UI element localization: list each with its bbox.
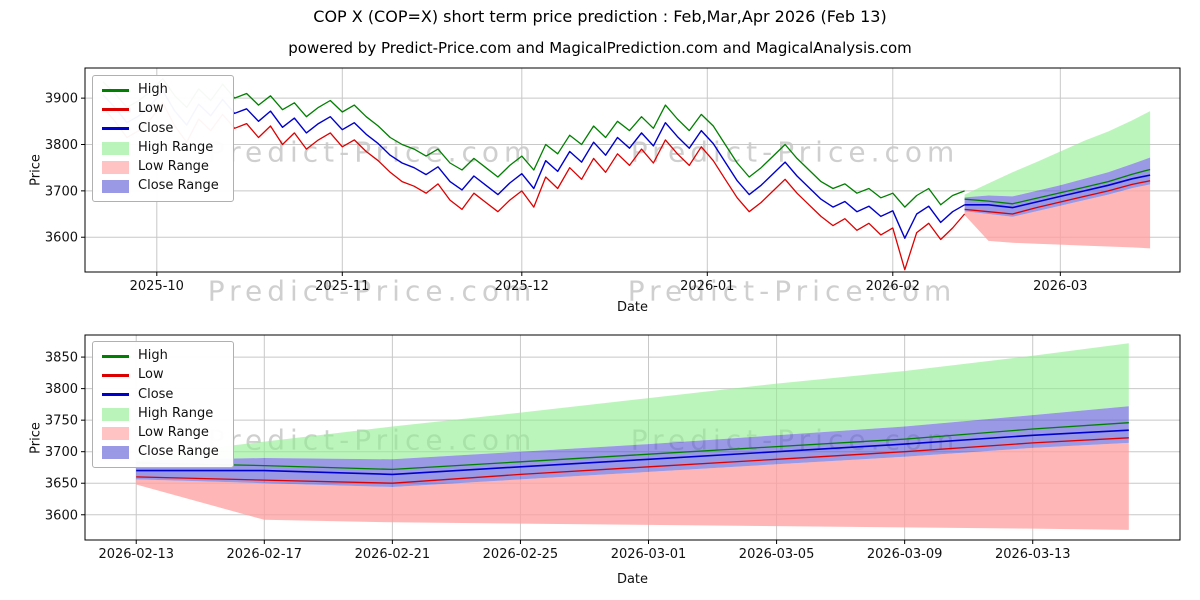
low-forecast-line [136, 437, 1129, 484]
legend: High Low Close High Range Low Range Close Ran… [92, 341, 234, 468]
x-tick-label: 2026-02-13 [98, 547, 174, 562]
x-tick-label: 2025-12 [495, 279, 549, 294]
watermark: Predict-Price.com [207, 135, 537, 169]
y-tick-label: 3800 [45, 138, 78, 153]
high-range-swatch [102, 141, 129, 155]
legend-label-high-range: High Range [138, 139, 214, 155]
legend: High Low Close High Range Low Range Close Ran… [92, 75, 234, 202]
close-history-line [102, 90, 965, 239]
low-range-band [136, 442, 1129, 530]
price-history-plot: 2025-10 2025-11 2025-12 2026-01 2026-02 2026-… [45, 67, 1181, 294]
close-range-swatch [102, 446, 129, 460]
high-range-band [136, 343, 1129, 461]
y-tick-label: 3700 [45, 445, 78, 460]
x-tick-label: 2026-03-05 [739, 547, 815, 562]
x-tick-label: 2026-01 [680, 279, 734, 294]
legend-label-low-range: Low Range [138, 159, 209, 175]
low-swatch [102, 107, 129, 111]
close-range-band [136, 406, 1129, 487]
plot-border [84, 334, 1181, 541]
y-axis-label: Price [28, 422, 44, 454]
x-tick-label: 2025-11 [315, 279, 369, 294]
figure-title: COP X (COP=X) short term price predictio… [313, 7, 887, 26]
low-swatch [102, 373, 129, 377]
legend-item-low-range: Low Range [102, 159, 219, 175]
legend-label-low: Low [138, 367, 164, 383]
legend-label-close: Close [138, 120, 174, 136]
price-history-chart: Predict-Price.com Predict-Price.com Pred… [0, 62, 1200, 328]
low-forecast-line [964, 180, 1151, 215]
close-range-band [964, 157, 1151, 217]
legend-label-low-range: Low Range [138, 425, 209, 441]
watermark: Predict-Price.com [207, 274, 537, 308]
x-tick-label: 2025-10 [130, 279, 184, 294]
x-tick-label: 2026-03-01 [611, 547, 687, 562]
x-tick-label: 2026-03-13 [995, 547, 1071, 562]
y-tick-label: 3600 [45, 508, 78, 523]
y-axis-label: Price [28, 154, 44, 186]
low-range-swatch [102, 426, 129, 440]
low-range-band [964, 184, 1151, 249]
watermark: Predict-Price.com [627, 274, 957, 308]
high-swatch [102, 354, 129, 358]
legend-item-high: High [102, 348, 219, 363]
x-tick-label: 2026-02 [866, 279, 920, 294]
close-range-swatch [102, 180, 129, 194]
high-range-swatch [102, 407, 129, 421]
legend-label-close-range: Close Range [138, 178, 219, 194]
legend-label-high: High [138, 82, 168, 97]
legend-item-close-range: Close Range [102, 445, 219, 459]
legend-item-high-range: High Range [102, 405, 219, 421]
legend-label-close-range: Close Range [138, 444, 219, 460]
high-forecast-line [964, 168, 1151, 205]
close-swatch [102, 393, 129, 397]
low-history-line [102, 102, 966, 271]
legend-item-close: Close [102, 386, 219, 402]
legend-item-high: High [102, 82, 219, 97]
legend-label-low: Low [138, 101, 164, 117]
legend-item-low: Low [102, 367, 219, 383]
x-tick-label: 2026-02-17 [227, 547, 303, 562]
x-axis-label: Date [616, 572, 649, 587]
y-tick-label: 3900 [45, 92, 78, 107]
close-swatch [102, 127, 129, 131]
legend-item-close-range: Close Range [102, 179, 219, 193]
forecast-detail-plot: 2026-02-13 2026-02-17 2026-02-21 2026-02-25… [45, 334, 1181, 562]
high-history-line [102, 78, 965, 208]
legend-label-high-range: High Range [138, 405, 214, 421]
legend-label-close: Close [138, 386, 174, 402]
y-tick-label: 3850 [45, 351, 78, 366]
close-forecast-line [964, 174, 1151, 209]
x-tick-label: 2026-02-21 [355, 547, 431, 562]
legend-item-high-range: High Range [102, 139, 219, 155]
legend-label-high: High [138, 348, 168, 363]
x-tick-label: 2026-03 [1033, 279, 1087, 294]
figure-subtitle: powered by Predict-Price.com and Magical… [288, 39, 912, 57]
legend-item-low: Low [102, 101, 219, 117]
x-axis-label: Date [616, 300, 649, 315]
x-tick-label: 2026-02-25 [483, 547, 559, 562]
y-tick-label: 3600 [45, 231, 78, 246]
close-forecast-line [136, 429, 1129, 476]
x-tick-label: 2026-03-09 [867, 547, 943, 562]
low-range-swatch [102, 160, 129, 174]
y-tick-label: 3800 [45, 382, 78, 397]
legend-item-low-range: Low Range [102, 425, 219, 441]
y-tick-label: 3650 [45, 477, 78, 492]
plot-border [84, 67, 1181, 273]
watermark: Predict-Price.com [630, 135, 960, 169]
high-swatch [102, 88, 129, 92]
forecast-detail-chart: Predict-Price.com Predict-Price.com 2026… [0, 328, 1200, 600]
high-range-band [964, 111, 1151, 198]
y-tick-label: 3750 [45, 414, 78, 429]
y-tick-label: 3700 [45, 184, 78, 199]
high-forecast-line [136, 422, 1129, 471]
legend-item-close: Close [102, 120, 219, 136]
